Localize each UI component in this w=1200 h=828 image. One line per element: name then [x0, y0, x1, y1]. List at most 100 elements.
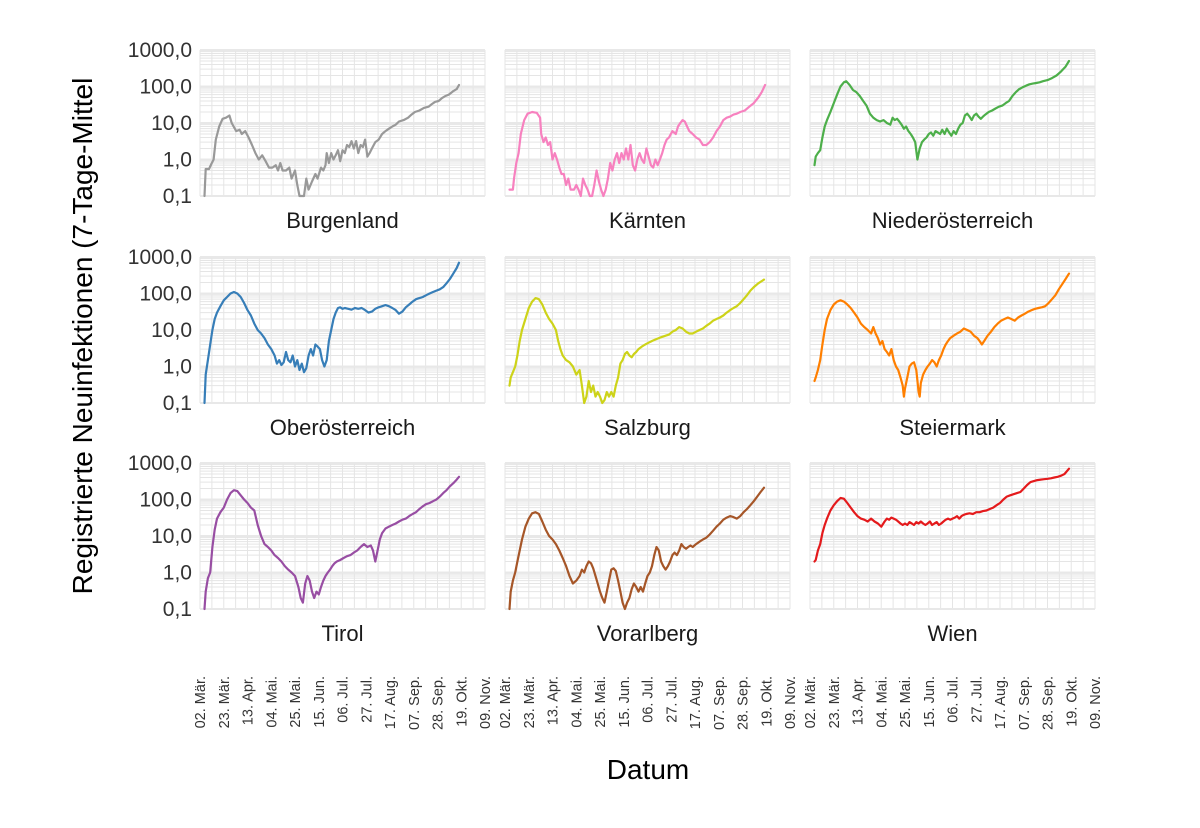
series-line-vorarlberg: [508, 486, 766, 611]
y-tick-label: 100,0: [139, 283, 192, 306]
x-tick-labels-col-3: 02. Mär. 23. Mär. 13. Apr. 04. Mai. 25. Mai.…: [803, 676, 1104, 730]
x-tick-label: 28. Sep.: [431, 676, 447, 730]
y-grid: [810, 256, 1095, 404]
series-line-ober-sterreich: [203, 261, 461, 405]
x-tick-label: 09. Nov.: [783, 676, 799, 729]
x-tick-label: 23. Mär.: [827, 676, 843, 728]
facet-label: Burgenland: [286, 208, 399, 233]
facet-label: Niederösterreich: [872, 208, 1033, 233]
series-line-tirol: [203, 475, 461, 611]
series-line-burgenland: [203, 83, 461, 198]
x-tick-label: 17. Aug.: [383, 676, 399, 729]
y-tick-label: 100,0: [139, 489, 192, 512]
y-tick-label: 0,1: [163, 598, 192, 621]
facet-label: Oberösterreich: [270, 415, 416, 440]
y-tick-label: 1,0: [163, 149, 192, 172]
x-tick-label: 04. Mai.: [264, 676, 280, 728]
facet-label: Vorarlberg: [597, 621, 699, 646]
y-tick-labels: 0,1 1,0 10,0 100,0 1000,0: [128, 246, 192, 415]
y-tick-label: 1000,0: [128, 39, 192, 62]
facet-label: Steiermark: [899, 415, 1006, 440]
x-tick-label: 09. Nov.: [1088, 676, 1104, 729]
x-tick-label: 17. Aug.: [688, 676, 704, 729]
y-tick-labels: 0,1 1,0 10,0 100,0 1000,0: [128, 452, 192, 621]
y-tick-label: 1000,0: [128, 246, 192, 269]
facet-panels: 0,1 1,0 10,0 100,0 1000,0 Burgenland Kärnten Ni…: [128, 39, 1096, 646]
x-tick-label: 02. Mär.: [498, 676, 514, 728]
x-tick-label: 23. Mär.: [522, 676, 538, 728]
y-grid: [810, 462, 1095, 610]
y-tick-labels: 0,1 1,0 10,0 100,0 1000,0: [128, 39, 192, 208]
x-tick-labels-col-1: 02. Mär. 23. Mär. 13. Apr. 04. Mai. 25. Mai.…: [193, 676, 494, 730]
panel-salzburg: Salzburg: [504, 256, 791, 440]
x-axes: 02. Mär. 23. Mär. 13. Apr. 04. Mai. 25. Mai.…: [193, 676, 1104, 730]
panel-nieder-sterreich: Niederösterreich: [809, 49, 1096, 233]
series-line-nieder-sterreich: [813, 59, 1071, 167]
x-tick-label: 06. Jul.: [946, 676, 962, 723]
x-tick-label: 07. Sep.: [712, 676, 728, 730]
x-tick-label: 09. Nov.: [478, 676, 494, 729]
y-axis-title: Registrierte Neuinfektionen (7-Tage-Mitt…: [67, 78, 98, 595]
x-tick-label: 19. Okt.: [1064, 676, 1080, 727]
panel-k-rnten: Kärnten: [504, 49, 791, 233]
x-tick-label: 13. Apr.: [546, 676, 562, 725]
x-tick-label: 02. Mär.: [803, 676, 819, 728]
x-tick-label: 13. Apr.: [241, 676, 257, 725]
x-tick-label: 06. Jul.: [641, 676, 657, 723]
x-tick-label: 23. Mär.: [217, 676, 233, 728]
panel-wien: Wien: [809, 462, 1096, 646]
y-grid: [200, 462, 485, 610]
facet-label: Salzburg: [604, 415, 691, 440]
y-tick-label: 100,0: [139, 76, 192, 99]
x-tick-label: 06. Jul.: [336, 676, 352, 723]
x-tick-label: 15. Jun.: [922, 676, 938, 728]
x-tick-label: 17. Aug.: [993, 676, 1009, 729]
y-tick-label: 10,0: [151, 112, 192, 135]
panel-steiermark: Steiermark: [809, 256, 1096, 440]
x-tick-label: 28. Sep.: [736, 676, 752, 730]
y-tick-label: 0,1: [163, 392, 192, 415]
y-tick-label: 1000,0: [128, 452, 192, 475]
y-grid: [200, 49, 485, 197]
y-tick-label: 10,0: [151, 525, 192, 548]
x-tick-label: 27. Jul.: [359, 676, 375, 723]
x-tick-label: 13. Apr.: [851, 676, 867, 725]
panel-tirol: 0,1 1,0 10,0 100,0 1000,0 Tirol: [128, 452, 486, 646]
x-tick-label: 15. Jun.: [617, 676, 633, 728]
y-grid: [200, 256, 485, 404]
y-grid: [505, 49, 790, 197]
panel-burgenland: 0,1 1,0 10,0 100,0 1000,0 Burgenland: [128, 39, 486, 233]
x-tick-label: 04. Mai.: [569, 676, 585, 728]
series-line-salzburg: [508, 278, 766, 405]
x-tick-label: 25. Mai.: [288, 676, 304, 728]
x-tick-label: 19. Okt.: [454, 676, 470, 727]
y-grid: [505, 462, 790, 610]
y-tick-label: 1,0: [163, 356, 192, 379]
y-grid: [505, 256, 790, 404]
x-tick-label: 27. Jul.: [664, 676, 680, 723]
y-tick-label: 10,0: [151, 319, 192, 342]
x-tick-label: 02. Mär.: [193, 676, 209, 728]
panel-ober-sterreich: 0,1 1,0 10,0 100,0 1000,0 Oberösterreich: [128, 246, 486, 440]
x-tick-label: 28. Sep.: [1041, 676, 1057, 730]
x-tick-label: 07. Sep.: [1017, 676, 1033, 730]
facet-label: Kärnten: [609, 208, 686, 233]
y-tick-label: 1,0: [163, 562, 192, 585]
x-tick-label: 15. Jun.: [312, 676, 328, 728]
facet-label: Wien: [927, 621, 977, 646]
series-line-steiermark: [813, 272, 1071, 398]
x-tick-label: 19. Okt.: [759, 676, 775, 727]
x-tick-label: 04. Mai.: [874, 676, 890, 728]
x-tick-labels-col-2: 02. Mär. 23. Mär. 13. Apr. 04. Mai. 25. Mai.…: [498, 676, 799, 730]
x-tick-label: 25. Mai.: [898, 676, 914, 728]
y-tick-label: 0,1: [163, 185, 192, 208]
panel-vorarlberg: Vorarlberg: [504, 462, 791, 646]
x-tick-label: 25. Mai.: [593, 676, 609, 728]
series-line-wien: [813, 467, 1071, 563]
x-tick-label: 27. Jul.: [969, 676, 985, 723]
series-line-k-rnten: [508, 83, 767, 198]
facet-label: Tirol: [322, 621, 364, 646]
x-axis-title: Datum: [607, 754, 689, 785]
x-tick-label: 07. Sep.: [407, 676, 423, 730]
